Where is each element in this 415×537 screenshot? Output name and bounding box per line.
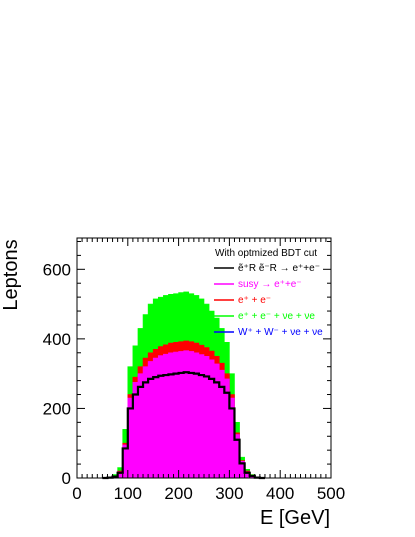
x-tick-label: 400 (266, 484, 294, 503)
y-tick-label: 0 (62, 469, 71, 488)
legend-header: With optmized BDT cut (215, 248, 317, 259)
series-layer (102, 291, 265, 480)
y-tick-label: 400 (43, 330, 71, 349)
x-tick-label: 500 (317, 484, 345, 503)
legend-label: susy → e⁺+e⁻ (238, 279, 302, 290)
legend-label: W⁺ + W⁻ + νe + νe (238, 327, 323, 338)
legend: With optmized BDT cut ẽ⁺R ẽ⁻R → e⁺+e⁻ susy… (214, 248, 323, 338)
x-tick-label: 100 (114, 484, 142, 503)
x-axis-label: E [GeV] (260, 507, 330, 529)
x-tick-label: 200 (164, 484, 192, 503)
series-4-outline (102, 371, 265, 480)
x-tick-label: 0 (72, 484, 81, 503)
y-axis-label: Leptons (0, 239, 22, 310)
axes-layer: 0 100 200 300 400 500 0 200 400 600 (43, 237, 345, 503)
legend-label: ẽ⁺R ẽ⁻R → e⁺+e⁻ (238, 263, 320, 274)
y-tick-label: 600 (43, 260, 71, 279)
x-tick-label: 300 (215, 484, 243, 503)
legend-label: e⁺ + e⁻ (238, 295, 271, 306)
y-tick-label: 200 (43, 399, 71, 418)
legend-label: e⁺ + e⁻ + νe + νe (238, 311, 315, 322)
